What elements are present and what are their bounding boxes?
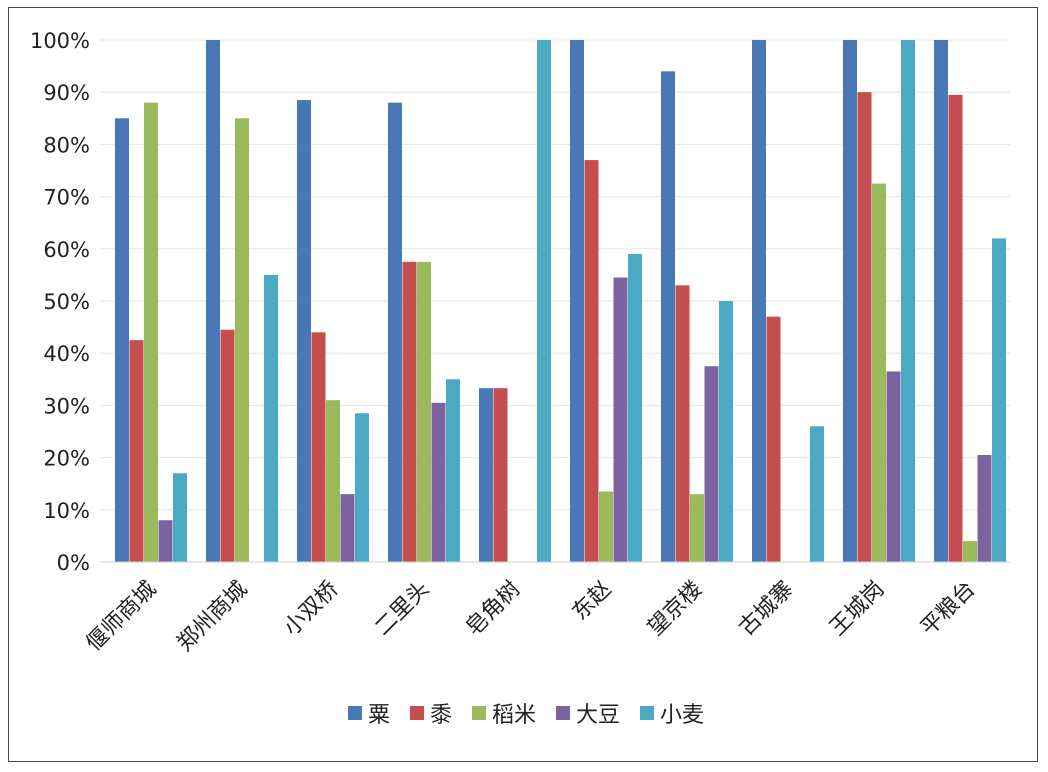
bar: [886, 371, 901, 562]
x-tick-label: 望京楼: [643, 577, 707, 641]
legend-swatch: [556, 706, 570, 720]
bar: [220, 329, 235, 562]
y-tick-label: 70%: [43, 186, 90, 210]
bar: [613, 277, 628, 562]
bar: [719, 301, 733, 562]
bar: [144, 102, 158, 562]
bar: [340, 494, 355, 562]
bar: [479, 388, 493, 562]
x-tick-label: 小双桥: [279, 577, 343, 641]
bar: [173, 473, 187, 562]
bar: [843, 40, 857, 562]
legend-label: 小麦: [660, 703, 704, 728]
bar: [992, 238, 1006, 563]
legend-swatch: [410, 706, 424, 720]
bar: [129, 340, 144, 562]
legend-item: 稻米: [472, 703, 536, 728]
bar: [690, 494, 704, 562]
x-tick-label: 王城岗: [825, 577, 889, 641]
legend-label: 稻米: [492, 703, 536, 728]
bar: [115, 118, 129, 563]
legend-item: 小麦: [640, 703, 704, 728]
bar: [810, 426, 824, 562]
bar: [235, 118, 249, 563]
x-tick-label: 平粮台: [916, 577, 980, 641]
bar: [599, 491, 613, 562]
y-tick-label: 0%: [57, 551, 90, 575]
y-tick-label: 100%: [30, 29, 90, 53]
legend-swatch: [640, 706, 654, 720]
bar: [388, 102, 402, 562]
legend-item: 黍: [410, 703, 452, 728]
legend-label: 黍: [430, 703, 452, 728]
legend-label: 粟: [368, 703, 390, 728]
x-tick-label: 偃师商城: [82, 577, 162, 657]
bar: [158, 520, 173, 562]
bar: [675, 285, 690, 562]
bar: [766, 316, 781, 562]
legend-swatch: [472, 706, 486, 720]
y-tick-label: 40%: [43, 342, 90, 366]
bar: [446, 379, 460, 562]
bar: [584, 160, 599, 562]
bar: [431, 402, 446, 562]
legend: 粟 黍 稻米 大豆 小麦: [348, 703, 704, 728]
y-tick-label: 60%: [43, 238, 90, 262]
bars: [115, 40, 1006, 563]
bar: [977, 454, 992, 562]
x-tick-label: 东赵: [568, 577, 617, 626]
bar: [901, 40, 915, 562]
bar: [326, 400, 340, 562]
bar: [355, 413, 369, 562]
bar: [934, 40, 948, 562]
bar: [704, 366, 719, 562]
bar: [872, 183, 886, 563]
bar: [206, 40, 220, 562]
y-tick-label: 80%: [43, 133, 90, 157]
bar: [963, 541, 977, 562]
x-tick-label: 二里头: [370, 577, 434, 641]
bar: [264, 274, 278, 562]
legend-label: 大豆: [576, 703, 620, 728]
x-tick-label: 郑州商城: [173, 577, 253, 657]
y-axis: 0% 10% 20% 30% 40% 50% 60% 70% 80% 90% 100%: [30, 29, 90, 575]
bar: [493, 388, 508, 562]
x-tick-label: 皂角树: [461, 577, 525, 641]
legend-item: 粟: [348, 703, 390, 728]
y-tick-label: 10%: [43, 499, 90, 523]
y-tick-label: 30%: [43, 394, 90, 418]
y-tick-label: 50%: [43, 290, 90, 314]
x-axis: 偃师商城 郑州商城 小双桥 二里头 皂角树 东赵 望京楼 古城寨 王城岗 平粮台: [82, 561, 1010, 657]
bar: [752, 40, 766, 562]
legend-swatch: [348, 706, 362, 720]
bar: [417, 261, 431, 562]
bar: [402, 261, 417, 562]
bar: [661, 71, 675, 562]
bar: [311, 332, 326, 562]
bar: [297, 100, 311, 562]
bar: [570, 40, 584, 562]
bar: [537, 40, 551, 562]
bar: [857, 92, 872, 562]
y-tick-label: 90%: [43, 81, 90, 105]
y-tick-label: 20%: [43, 447, 90, 471]
bar: [948, 94, 963, 562]
bar: [628, 254, 642, 562]
x-tick-label: 古城寨: [734, 577, 798, 641]
legend-item: 大豆: [556, 703, 620, 728]
